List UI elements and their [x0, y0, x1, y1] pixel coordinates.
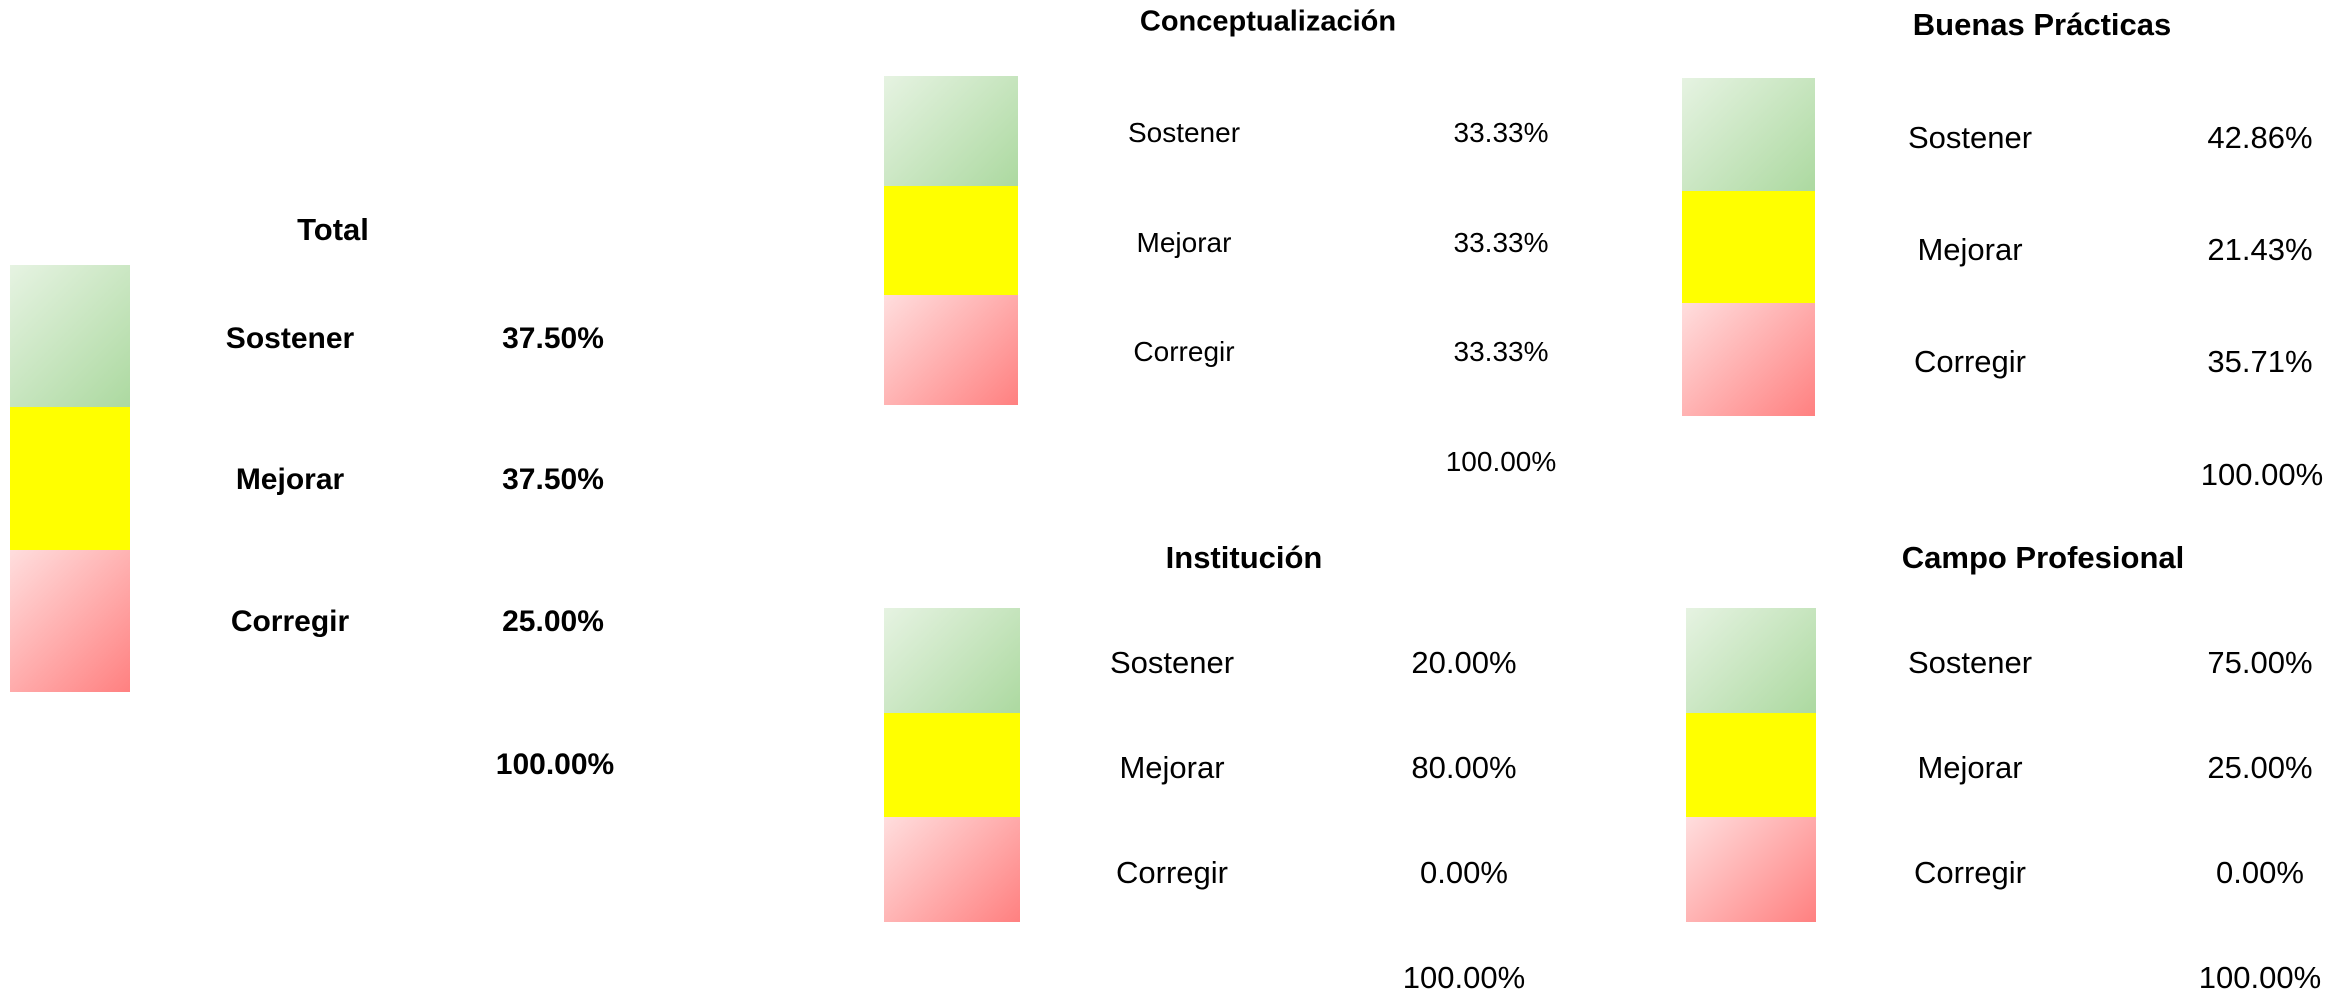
- swatch: [1682, 303, 1815, 416]
- swatch: [10, 407, 130, 550]
- row-label: Corregir: [1914, 855, 2026, 890]
- row-label: Corregir: [230, 605, 350, 638]
- row-label: Sostener: [1907, 120, 2033, 155]
- swatch: [1686, 817, 1816, 922]
- row-label: Mejorar: [235, 463, 345, 496]
- row-value: 20.00%: [1411, 645, 1517, 680]
- row-label: Corregir: [1116, 855, 1228, 890]
- panel-title: Buenas Prácticas: [1912, 7, 2172, 42]
- swatch: [1682, 190, 1815, 304]
- panel-total: 100.00%: [1402, 960, 1526, 995]
- row-label: Corregir: [1133, 336, 1235, 367]
- row-value: 33.33%: [1453, 227, 1549, 258]
- swatch: [10, 549, 130, 692]
- row-label: Mejorar: [1917, 750, 2023, 785]
- row-value: 80.00%: [1411, 750, 1517, 785]
- row-value: 35.71%: [2207, 344, 2313, 379]
- swatch: [884, 712, 1020, 818]
- row-value: 0.00%: [2216, 855, 2304, 890]
- row-value: 42.86%: [2207, 120, 2313, 155]
- row-value: 25.00%: [502, 605, 604, 638]
- row-value: 37.50%: [502, 463, 604, 496]
- swatch: [884, 295, 1018, 405]
- panel-title: Total: [297, 212, 369, 247]
- panel-title: Conceptualización: [1139, 5, 1397, 38]
- row-value: 33.33%: [1453, 336, 1549, 367]
- panel-total: 100.00%: [2200, 457, 2324, 492]
- row-label: Sostener: [1127, 117, 1241, 148]
- panel-total: 100.00%: [1445, 446, 1557, 477]
- swatch: [1682, 78, 1815, 191]
- swatch: [884, 608, 1020, 713]
- row-label: Mejorar: [1119, 750, 1225, 785]
- swatch: [1686, 608, 1816, 713]
- row-label: Sostener: [1109, 645, 1235, 680]
- row-label: Corregir: [1914, 344, 2026, 379]
- row-value: 33.33%: [1453, 117, 1549, 148]
- swatch: [884, 817, 1020, 922]
- swatch: [884, 76, 1018, 186]
- panel-total: 100.00%: [2198, 960, 2322, 995]
- row-value: 0.00%: [1420, 855, 1508, 890]
- panel-title: Institución: [1165, 540, 1323, 575]
- row-label: Sostener: [1907, 645, 2033, 680]
- panel-title: Campo Profesional: [1901, 540, 2185, 575]
- row-value: 21.43%: [2207, 232, 2313, 267]
- swatch: [1686, 712, 1816, 818]
- swatch: [10, 265, 130, 408]
- swatch: [884, 185, 1018, 296]
- row-label: Mejorar: [1917, 232, 2023, 267]
- panel-total: 100.00%: [495, 748, 615, 781]
- row-value: 25.00%: [2207, 750, 2313, 785]
- row-value: 75.00%: [2207, 645, 2313, 680]
- row-value: 37.50%: [502, 322, 604, 355]
- row-label: Mejorar: [1136, 227, 1232, 258]
- row-label: Sostener: [225, 322, 355, 355]
